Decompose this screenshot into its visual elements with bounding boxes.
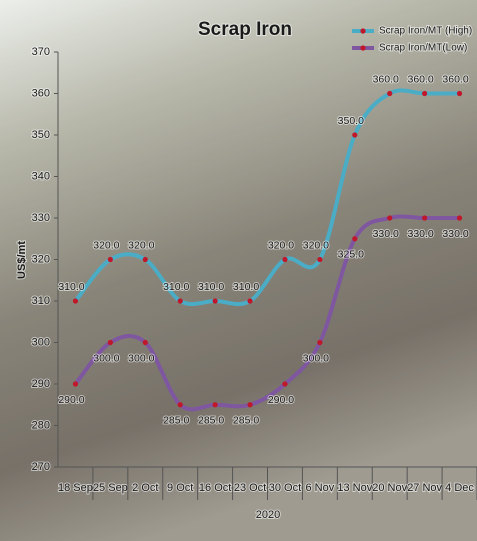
- value-label: 320.0: [268, 239, 294, 251]
- x-tick-label: 30 Oct: [269, 482, 301, 494]
- data-point: [177, 402, 183, 408]
- value-label: 300.0: [128, 352, 154, 364]
- y-tick-label: 370: [32, 46, 50, 58]
- data-point: [212, 298, 218, 304]
- y-tick-label: 360: [32, 87, 50, 99]
- value-label: 325.0: [338, 249, 364, 261]
- value-label: 360.0: [373, 73, 399, 85]
- value-label: 290.0: [268, 394, 294, 406]
- value-label: 330.0: [442, 228, 468, 240]
- x-tick-label: 27 Nov: [407, 482, 442, 494]
- value-label: 285.0: [233, 415, 259, 427]
- y-tick-label: 280: [32, 419, 50, 431]
- x-tick-label: 20 Nov: [372, 482, 407, 494]
- x-tick-label: 23 Oct: [234, 482, 266, 494]
- value-label: 320.0: [303, 239, 329, 251]
- value-label: 320.0: [93, 239, 119, 251]
- data-point: [422, 215, 428, 221]
- data-point: [72, 381, 79, 387]
- value-label: 285.0: [163, 415, 189, 427]
- value-label: 350.0: [338, 115, 364, 127]
- value-label: 300.0: [93, 352, 119, 364]
- value-label: 300.0: [303, 352, 329, 364]
- data-point: [317, 339, 323, 346]
- value-label: 330.0: [407, 228, 433, 240]
- data-point: [107, 339, 113, 346]
- x-tick-label: 6 Nov: [306, 482, 335, 494]
- value-label: 360.0: [442, 73, 468, 85]
- value-label: 330.0: [373, 228, 399, 240]
- data-point: [387, 90, 393, 97]
- data-point: [247, 298, 253, 304]
- value-label: 310.0: [233, 281, 259, 293]
- y-axis-label: US$/mt: [16, 241, 28, 279]
- value-label: 320.0: [128, 239, 154, 251]
- value-label: 290.0: [58, 394, 84, 406]
- x-tick-label: 9 Oct: [167, 482, 193, 494]
- data-point: [247, 402, 253, 408]
- y-tick-label: 290: [32, 378, 50, 390]
- x-tick-label: 16 Oct: [199, 482, 231, 494]
- x-tick-label: 18 Sep: [58, 482, 93, 494]
- data-point: [317, 256, 323, 263]
- x-axis-label: 2020: [256, 509, 280, 521]
- data-point: [72, 298, 79, 304]
- data-point: [282, 256, 288, 263]
- data-point: [352, 132, 358, 138]
- x-tick-label: 25 Sep: [93, 482, 128, 494]
- data-point: [456, 215, 463, 221]
- value-label: 285.0: [198, 415, 224, 427]
- legend-label: Scrap Iron/MT (High): [379, 26, 472, 37]
- data-point: [142, 339, 148, 346]
- data-point: [422, 90, 428, 97]
- value-label: 310.0: [163, 281, 189, 293]
- y-tick-label: 300: [32, 336, 50, 348]
- y-tick-label: 320: [32, 253, 50, 265]
- x-tick-label: 4 Dec: [445, 482, 474, 494]
- data-point: [177, 298, 183, 304]
- data-point: [387, 215, 393, 221]
- value-label: 360.0: [407, 73, 433, 85]
- data-point: [282, 381, 288, 387]
- legend-label: Scrap Iron/MT(Low): [379, 43, 467, 54]
- data-point: [212, 402, 218, 408]
- legend-marker: [360, 28, 366, 34]
- data-point: [456, 90, 463, 97]
- y-tick-label: 330: [32, 212, 50, 224]
- legend-marker: [360, 45, 366, 51]
- x-tick-label: 2 Oct: [132, 482, 158, 494]
- value-label: 310.0: [198, 281, 224, 293]
- y-tick-label: 350: [32, 129, 50, 141]
- data-point: [107, 256, 113, 263]
- chart-title: Scrap Iron: [198, 19, 292, 40]
- y-tick-label: 270: [32, 461, 50, 473]
- y-tick-label: 340: [32, 170, 50, 182]
- data-point: [142, 256, 148, 263]
- y-tick-label: 310: [32, 295, 50, 307]
- value-label: 310.0: [58, 281, 84, 293]
- x-tick-label: 13 Nov: [337, 482, 372, 494]
- data-point: [352, 236, 358, 242]
